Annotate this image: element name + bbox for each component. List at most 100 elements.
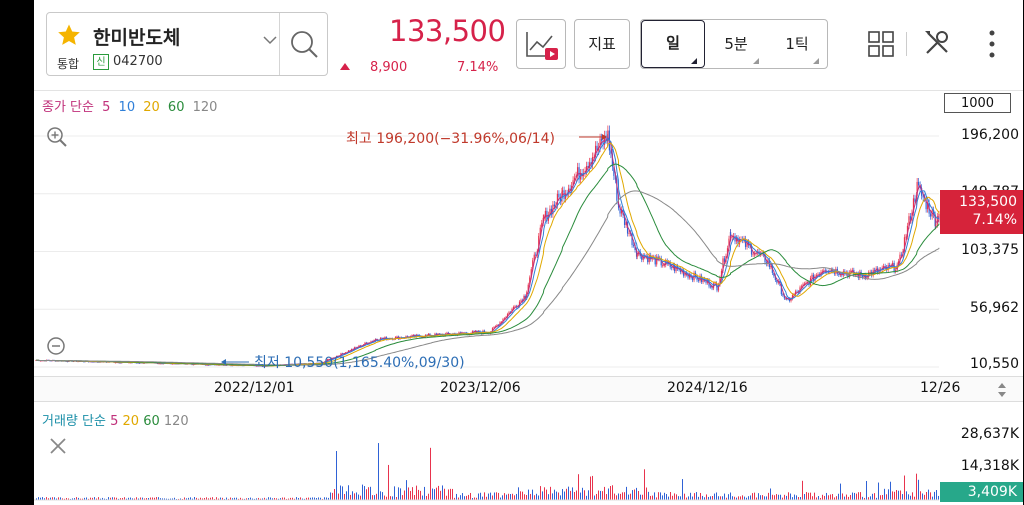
candle bbox=[723, 258, 726, 262]
zoom-out-icon[interactable] bbox=[46, 336, 66, 356]
volume-bar bbox=[664, 492, 665, 500]
price-ma-legend[interactable]: 종가 단순 5 10 20 60 120 bbox=[42, 96, 221, 115]
volume-bar bbox=[738, 496, 739, 500]
volume-bar bbox=[386, 496, 387, 500]
volume-bar bbox=[380, 491, 381, 500]
candle bbox=[520, 300, 522, 302]
volume-bar bbox=[134, 498, 135, 500]
volume-bar bbox=[192, 498, 193, 500]
tools-icon[interactable] bbox=[922, 28, 952, 58]
candle bbox=[378, 340, 380, 342]
volume-bar bbox=[662, 495, 663, 500]
price-chart[interactable] bbox=[34, 90, 1023, 505]
volume-bar bbox=[654, 492, 655, 500]
volume-bar bbox=[72, 498, 73, 500]
chart-type-button[interactable] bbox=[516, 19, 566, 69]
volume-bar bbox=[542, 491, 543, 500]
volume-ma-legend[interactable]: 거래량 단순 5 20 60 120 bbox=[42, 410, 189, 429]
period-day[interactable]: 일 bbox=[641, 20, 705, 68]
volume-bar bbox=[242, 498, 243, 500]
volume-bar bbox=[908, 494, 909, 500]
legend-vma-5: 5 bbox=[110, 414, 119, 429]
star-icon[interactable] bbox=[57, 23, 81, 47]
candle bbox=[895, 270, 897, 272]
volume-bar bbox=[368, 487, 369, 500]
period-5min[interactable]: 5분 bbox=[724, 35, 748, 53]
chevron-down-icon[interactable] bbox=[263, 35, 277, 45]
volume-bar bbox=[282, 497, 283, 500]
period-1tick[interactable]: 1틱 bbox=[785, 35, 809, 53]
volume-bar bbox=[786, 495, 787, 500]
candle bbox=[493, 327, 495, 329]
volume-bar bbox=[100, 498, 101, 500]
volume-bar bbox=[408, 487, 409, 500]
volume-bar bbox=[876, 497, 877, 500]
layout-grid-icon[interactable] bbox=[867, 30, 895, 58]
volume-bar bbox=[586, 495, 587, 500]
volume-bar bbox=[736, 497, 737, 500]
market-label: 통합 bbox=[57, 57, 80, 71]
badge-price: 133,500 bbox=[959, 194, 1017, 210]
volume-bar bbox=[790, 493, 791, 500]
volume-bar bbox=[254, 498, 255, 500]
close-icon[interactable] bbox=[48, 436, 68, 456]
volume-bar bbox=[346, 491, 347, 500]
candle bbox=[529, 277, 531, 285]
volume-bar bbox=[602, 491, 603, 500]
candle bbox=[261, 366, 264, 368]
candle bbox=[700, 275, 703, 283]
volume-bar bbox=[784, 494, 785, 500]
volume-bar bbox=[838, 493, 839, 500]
volume-bar bbox=[176, 498, 177, 500]
volume-bar bbox=[106, 498, 107, 500]
volume-bar bbox=[238, 498, 239, 500]
volume-bar bbox=[700, 492, 701, 500]
chart-area[interactable]: 종가 단순 5 10 20 60 120 1000 196,200 149,78… bbox=[34, 90, 1023, 505]
candle bbox=[191, 364, 193, 366]
volume-bar bbox=[826, 492, 827, 500]
volume-bar bbox=[104, 498, 105, 500]
volume-bar bbox=[398, 487, 399, 500]
y-axis-label: 10,550 bbox=[970, 356, 1019, 372]
candle bbox=[541, 223, 543, 228]
volume-bar bbox=[782, 497, 783, 500]
period-5min-dropdown-icon bbox=[753, 58, 759, 64]
volume-bar bbox=[568, 486, 569, 500]
stock-selector[interactable]: 한미반도체 통합 신 042700 bbox=[46, 12, 328, 76]
period-selector: 일 5분 1틱 bbox=[640, 19, 828, 69]
divider bbox=[906, 32, 907, 56]
volume-bar bbox=[704, 497, 705, 500]
volume-bar bbox=[60, 497, 61, 500]
candle bbox=[614, 175, 616, 180]
more-vertical-icon[interactable] bbox=[984, 28, 1000, 60]
x-axis[interactable]: 2022/12/01 2023/12/06 2024/12/16 12/26 bbox=[34, 376, 1023, 402]
candle bbox=[641, 256, 643, 260]
volume-bar bbox=[750, 495, 751, 500]
search-button[interactable] bbox=[280, 13, 328, 75]
indicator-button[interactable]: 지표 bbox=[574, 19, 630, 69]
candle bbox=[556, 193, 559, 206]
volume-bar bbox=[804, 494, 805, 500]
volume-bar bbox=[464, 496, 465, 500]
volume-bar bbox=[372, 495, 373, 500]
volume-bar bbox=[506, 494, 507, 500]
candle bbox=[918, 181, 920, 186]
volume-bar bbox=[36, 498, 37, 500]
volume-bar bbox=[312, 497, 313, 500]
candle-count-box[interactable]: 1000 bbox=[944, 93, 1011, 113]
candle bbox=[697, 280, 700, 281]
volume-bar bbox=[276, 498, 277, 500]
candle bbox=[396, 336, 398, 338]
scroll-updown-icon[interactable] bbox=[996, 381, 1008, 399]
zoom-in-icon[interactable] bbox=[46, 126, 68, 148]
candle bbox=[204, 364, 207, 366]
volume-bar bbox=[250, 497, 251, 500]
volume-bar bbox=[870, 496, 871, 500]
candle bbox=[638, 251, 640, 254]
volume-bar bbox=[734, 496, 735, 500]
volume-bar bbox=[322, 498, 323, 500]
volume-bar bbox=[904, 475, 905, 500]
x-axis-label: 2023/12/06 bbox=[440, 380, 521, 396]
candle bbox=[599, 138, 601, 148]
volume-bar bbox=[566, 488, 567, 500]
